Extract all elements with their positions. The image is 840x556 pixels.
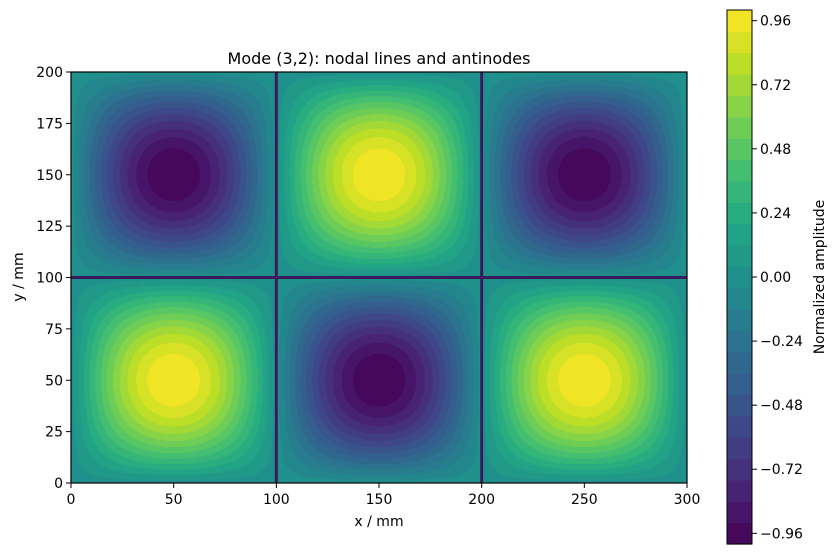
colorbar-tick-label: 0.72 [760, 78, 791, 94]
colorbar-band [727, 31, 752, 54]
x-tick-label: 50 [165, 492, 183, 508]
x-axis: 0 50 100 150 200 250 300 [67, 483, 701, 508]
colorbar-band [727, 415, 752, 438]
colorbar-band [727, 373, 752, 396]
colorbar-tick-label: 0.96 [760, 14, 791, 30]
colorbar-tick-label: −0.72 [760, 462, 803, 478]
y-tick-label: 125 [36, 219, 63, 235]
y-tick-label: 100 [36, 271, 63, 287]
colorbar-band [727, 180, 752, 203]
colorbar-band [727, 202, 752, 225]
x-tick-label: 0 [67, 492, 76, 508]
colorbar-band [727, 95, 752, 118]
y-tick-label: 150 [36, 168, 63, 184]
y-tick-label: 50 [45, 373, 63, 389]
y-tick-label: 175 [36, 116, 63, 132]
colorbar-tick-label: −0.48 [760, 398, 803, 414]
colorbar-band [727, 10, 752, 32]
colorbar-axis: 0.96 0.72 0.48 0.24 0.00 −0.24 −0.48 −0.72 −0.96 [752, 14, 803, 542]
colorbar [727, 10, 752, 545]
colorbar-band [727, 309, 752, 331]
colorbar-tick-label: 0.48 [760, 142, 791, 158]
x-tick-label: 150 [366, 492, 393, 508]
colorbar-band [727, 522, 752, 545]
y-tick-label: 200 [36, 65, 63, 81]
chart-title: Mode (3,2): nodal lines and antinodes [228, 49, 531, 68]
colorbar-band [727, 223, 752, 246]
colorbar-tick-label: 0.24 [760, 206, 791, 222]
x-tick-label: 200 [468, 492, 495, 508]
colorbar-tick-label: −0.96 [760, 526, 803, 542]
x-tick-label: 100 [263, 492, 290, 508]
colorbar-band [727, 479, 752, 502]
colorbar-band [727, 501, 752, 524]
y-axis-title: y / mm [11, 252, 27, 301]
y-tick-label: 0 [54, 476, 63, 492]
colorbar-band [727, 437, 752, 460]
colorbar-band [727, 138, 752, 161]
colorbar-band [727, 52, 752, 75]
colorbar-band [727, 287, 752, 310]
x-tick-label: 250 [571, 492, 598, 508]
colorbar-tick-label: 0.00 [760, 270, 791, 286]
colorbar-band [727, 351, 752, 374]
colorbar-band [727, 330, 752, 353]
colorbar-band [727, 244, 752, 267]
colorbar-tick-label: −0.24 [760, 334, 803, 350]
x-tick-label: 300 [674, 492, 701, 508]
nodal-lines [71, 72, 687, 483]
y-tick-label: 25 [45, 425, 63, 441]
colorbar-band [727, 458, 752, 481]
colorbar-band [727, 394, 752, 417]
colorbar-title: Normalized amplitude [812, 200, 828, 355]
colorbar-band [727, 159, 752, 182]
x-axis-title: x / mm [354, 514, 403, 530]
y-axis: 0 25 50 75 100 125 150 175 200 [36, 65, 71, 492]
colorbar-band [727, 116, 752, 139]
colorbar-band [727, 74, 752, 97]
y-tick-label: 75 [45, 322, 63, 338]
colorbar-band [727, 266, 752, 289]
